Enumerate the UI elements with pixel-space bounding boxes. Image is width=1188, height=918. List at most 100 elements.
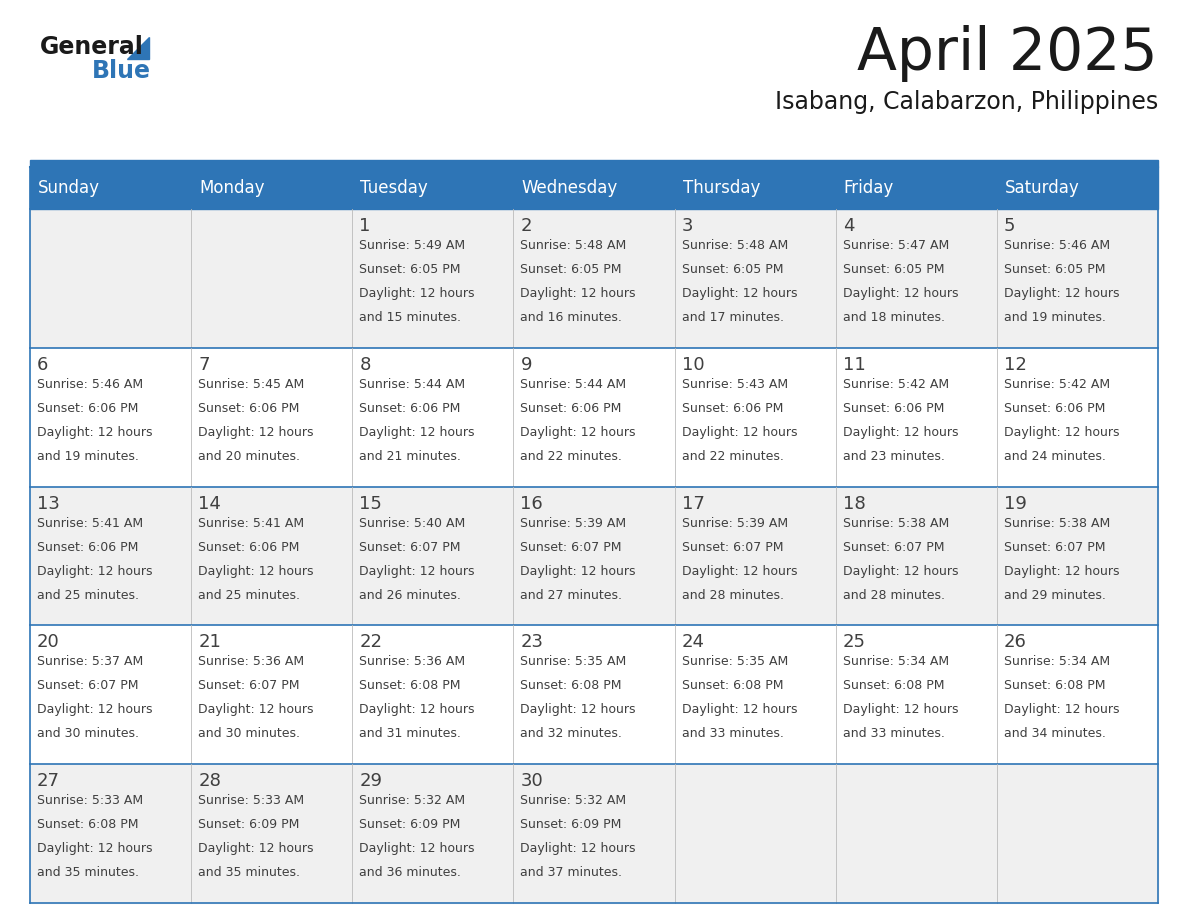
Text: and 29 minutes.: and 29 minutes. [1004,588,1106,601]
Bar [513,167,675,209]
Text: and 24 minutes.: and 24 minutes. [1004,450,1106,463]
Text: Sunrise: 5:41 AM: Sunrise: 5:41 AM [198,517,304,530]
Bar [30,167,191,209]
Text: Daylight: 12 hours: Daylight: 12 hours [198,703,314,716]
Text: 1: 1 [359,217,371,235]
Text: 26: 26 [1004,633,1026,652]
Text: and 23 minutes.: and 23 minutes. [842,450,944,463]
Text: Daylight: 12 hours: Daylight: 12 hours [37,703,152,716]
Text: Sunset: 6:06 PM: Sunset: 6:06 PM [682,402,783,415]
Text: Sunset: 6:06 PM: Sunset: 6:06 PM [359,402,461,415]
Text: Saturday: Saturday [1005,179,1080,197]
Text: Daylight: 12 hours: Daylight: 12 hours [520,287,636,300]
Text: Sunrise: 5:33 AM: Sunrise: 5:33 AM [37,794,143,807]
Text: 25: 25 [842,633,866,652]
Text: Daylight: 12 hours: Daylight: 12 hours [520,426,636,439]
Text: Daylight: 12 hours: Daylight: 12 hours [37,426,152,439]
Text: 11: 11 [842,356,866,374]
Text: 7: 7 [198,356,209,374]
Bar [353,167,513,209]
Text: Sunrise: 5:43 AM: Sunrise: 5:43 AM [682,378,788,391]
Bar [997,167,1158,209]
Text: Friday: Friday [843,179,893,197]
Text: Sunrise: 5:38 AM: Sunrise: 5:38 AM [1004,517,1110,530]
Text: General: General [40,35,144,59]
Text: 27: 27 [37,772,61,790]
Text: 28: 28 [198,772,221,790]
Text: Daylight: 12 hours: Daylight: 12 hours [1004,565,1119,577]
Text: 29: 29 [359,772,383,790]
Text: Thursday: Thursday [683,179,760,197]
Text: Sunrise: 5:36 AM: Sunrise: 5:36 AM [198,655,304,668]
Text: 21: 21 [198,633,221,652]
Text: Daylight: 12 hours: Daylight: 12 hours [520,703,636,716]
Text: Sunset: 6:07 PM: Sunset: 6:07 PM [682,541,783,554]
Text: Sunset: 6:07 PM: Sunset: 6:07 PM [842,541,944,554]
Text: and 28 minutes.: and 28 minutes. [682,588,784,601]
Text: Sunset: 6:06 PM: Sunset: 6:06 PM [842,402,944,415]
Text: and 25 minutes.: and 25 minutes. [37,588,139,601]
Text: April 2025: April 2025 [858,25,1158,82]
Bar [30,764,1158,903]
Text: Sunrise: 5:33 AM: Sunrise: 5:33 AM [198,794,304,807]
Text: 2: 2 [520,217,532,235]
Text: Sunset: 6:07 PM: Sunset: 6:07 PM [1004,541,1105,554]
Text: Sunrise: 5:32 AM: Sunrise: 5:32 AM [359,794,466,807]
Text: 8: 8 [359,356,371,374]
Text: Sunset: 6:05 PM: Sunset: 6:05 PM [842,263,944,276]
Text: Daylight: 12 hours: Daylight: 12 hours [842,287,959,300]
Text: Sunrise: 5:42 AM: Sunrise: 5:42 AM [1004,378,1110,391]
Bar [30,209,1158,348]
Text: Daylight: 12 hours: Daylight: 12 hours [520,842,636,856]
Text: and 16 minutes.: and 16 minutes. [520,311,623,324]
Text: Sunset: 6:08 PM: Sunset: 6:08 PM [37,818,139,831]
Text: Daylight: 12 hours: Daylight: 12 hours [198,565,314,577]
Text: and 37 minutes.: and 37 minutes. [520,867,623,879]
Text: Isabang, Calabarzon, Philippines: Isabang, Calabarzon, Philippines [775,90,1158,114]
Text: 12: 12 [1004,356,1026,374]
Text: and 15 minutes.: and 15 minutes. [359,311,461,324]
Text: 22: 22 [359,633,383,652]
Text: Daylight: 12 hours: Daylight: 12 hours [1004,426,1119,439]
Text: Daylight: 12 hours: Daylight: 12 hours [359,842,475,856]
Text: Sunset: 6:07 PM: Sunset: 6:07 PM [37,679,139,692]
Text: Sunrise: 5:46 AM: Sunrise: 5:46 AM [37,378,143,391]
Text: Sunset: 6:05 PM: Sunset: 6:05 PM [1004,263,1105,276]
Text: Daylight: 12 hours: Daylight: 12 hours [198,842,314,856]
Text: Daylight: 12 hours: Daylight: 12 hours [682,426,797,439]
Text: Sunset: 6:07 PM: Sunset: 6:07 PM [520,541,623,554]
Text: 18: 18 [842,495,866,512]
Text: Sunrise: 5:47 AM: Sunrise: 5:47 AM [842,239,949,252]
Text: Sunset: 6:09 PM: Sunset: 6:09 PM [520,818,621,831]
Text: Sunrise: 5:32 AM: Sunrise: 5:32 AM [520,794,626,807]
Text: 19: 19 [1004,495,1026,512]
Text: Sunset: 6:06 PM: Sunset: 6:06 PM [1004,402,1105,415]
Text: Sunrise: 5:44 AM: Sunrise: 5:44 AM [520,378,626,391]
Text: and 30 minutes.: and 30 minutes. [37,727,139,741]
Text: Daylight: 12 hours: Daylight: 12 hours [359,287,475,300]
Bar [30,625,1158,764]
Text: Sunrise: 5:34 AM: Sunrise: 5:34 AM [842,655,949,668]
Text: Sunrise: 5:39 AM: Sunrise: 5:39 AM [520,517,626,530]
Text: Daylight: 12 hours: Daylight: 12 hours [1004,287,1119,300]
Text: Sunrise: 5:38 AM: Sunrise: 5:38 AM [842,517,949,530]
Text: Sunrise: 5:45 AM: Sunrise: 5:45 AM [198,378,304,391]
Text: Daylight: 12 hours: Daylight: 12 hours [37,842,152,856]
Text: and 32 minutes.: and 32 minutes. [520,727,623,741]
Text: and 28 minutes.: and 28 minutes. [842,588,944,601]
Text: 15: 15 [359,495,383,512]
Text: Daylight: 12 hours: Daylight: 12 hours [682,703,797,716]
Bar [30,160,1158,167]
Text: Daylight: 12 hours: Daylight: 12 hours [520,565,636,577]
Text: 24: 24 [682,633,704,652]
Text: Sunday: Sunday [38,179,100,197]
Text: and 34 minutes.: and 34 minutes. [1004,727,1106,741]
Text: and 20 minutes.: and 20 minutes. [198,450,301,463]
Text: Sunrise: 5:48 AM: Sunrise: 5:48 AM [520,239,627,252]
Bar [30,487,1158,625]
Text: Sunset: 6:05 PM: Sunset: 6:05 PM [682,263,783,276]
Text: Sunrise: 5:40 AM: Sunrise: 5:40 AM [359,517,466,530]
Text: and 22 minutes.: and 22 minutes. [520,450,623,463]
Text: 14: 14 [198,495,221,512]
Text: Sunrise: 5:35 AM: Sunrise: 5:35 AM [682,655,788,668]
